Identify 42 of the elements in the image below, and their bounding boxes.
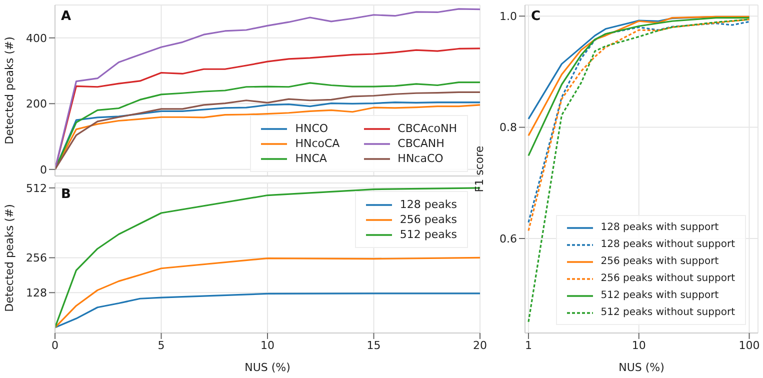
x-tick-label: 15 xyxy=(366,338,381,352)
x-tick-label: 0 xyxy=(52,338,58,352)
legend-label: 128 peaks with support xyxy=(600,222,719,233)
legend-label: HNcaCO xyxy=(398,152,444,165)
y-tick-label: 512 xyxy=(26,182,47,195)
x-tick-label: 20 xyxy=(473,338,487,352)
annotation: B xyxy=(61,187,71,202)
legend-label: 128 peaks xyxy=(400,198,457,211)
legend-label: 512 peaks with support xyxy=(600,290,719,301)
x-tick-label: 10 xyxy=(260,338,274,352)
y-tick-label: 0.6 xyxy=(500,232,517,246)
y-tick-label: 400 xyxy=(26,32,47,45)
legend-label: HNCO xyxy=(295,122,328,135)
line-series xyxy=(55,292,480,328)
y-tick-label: 1.0 xyxy=(500,10,517,24)
annotation: A xyxy=(61,9,72,24)
x-tick-label: 5 xyxy=(158,338,165,352)
x-axis-title: NUS (%) xyxy=(244,361,290,374)
legend-label: 512 peaks without support xyxy=(600,307,735,318)
line-series xyxy=(55,256,480,328)
x-tick-label: 10 xyxy=(632,338,646,352)
y-axis-title: Detected peaks (#) xyxy=(2,204,16,312)
y-tick-label: 0 xyxy=(40,163,47,176)
y-axis-title: Detected peaks (#) xyxy=(2,36,16,144)
x-axis-title: NUS (%) xyxy=(618,361,664,374)
legend-label: 512 peaks xyxy=(400,228,457,241)
legend-label: HNcoCA xyxy=(295,137,340,150)
y-tick-label: 256 xyxy=(26,252,47,265)
x-tick-label: 100 xyxy=(738,338,760,352)
legend-label: 256 peaks with support xyxy=(600,256,719,267)
x-tick-label: 1 xyxy=(524,338,532,352)
legend-label: CBCAcoNH xyxy=(398,122,457,135)
y-tick-label: 128 xyxy=(26,286,47,300)
legend-label: CBCANH xyxy=(398,137,444,150)
y-tick-label: 200 xyxy=(26,98,47,111)
legend-label: HNCA xyxy=(295,152,327,165)
y-axis-title: F1 score xyxy=(472,146,486,192)
legend-label: 256 peaks xyxy=(400,213,457,226)
y-tick-label: 0.8 xyxy=(500,121,517,134)
annotation: C xyxy=(531,9,541,24)
legend-label: 256 peaks without support xyxy=(600,273,735,284)
legend-label: 128 peaks without support xyxy=(600,239,735,250)
